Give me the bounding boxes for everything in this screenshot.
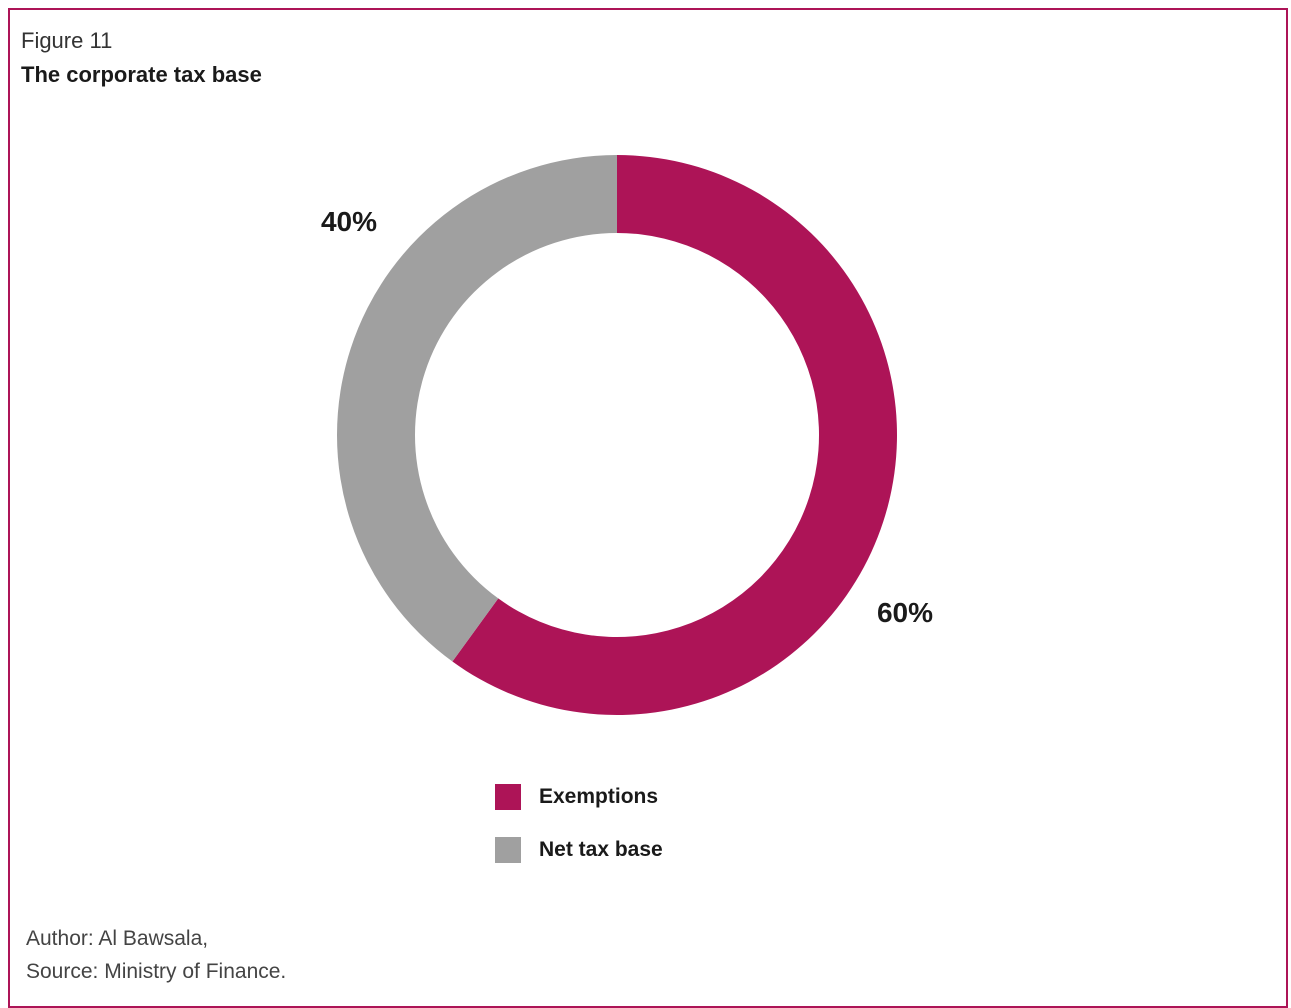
- legend-item-net-tax-base: Net tax base: [495, 837, 663, 863]
- figure-label: Figure 11: [21, 28, 113, 53]
- legend-label-exemptions: Exemptions: [539, 785, 659, 808]
- legend-swatch-exemptions: [495, 784, 521, 810]
- donut-slice-exemptions: [452, 155, 898, 716]
- slice-label-exemptions: 60%: [877, 597, 933, 628]
- figure-title: The corporate tax base: [21, 62, 262, 87]
- slice-label-net-tax-base: 40%: [321, 206, 377, 237]
- legend-item-exemptions: Exemptions: [495, 784, 658, 810]
- donut-slice-net-tax-base: [337, 155, 617, 662]
- legend-label-net-tax-base: Net tax base: [539, 838, 663, 861]
- source-note: Source: Ministry of Finance.: [26, 960, 287, 983]
- author-note: Author: Al Bawsala,: [26, 927, 209, 950]
- legend-swatch-net-tax-base: [495, 837, 521, 863]
